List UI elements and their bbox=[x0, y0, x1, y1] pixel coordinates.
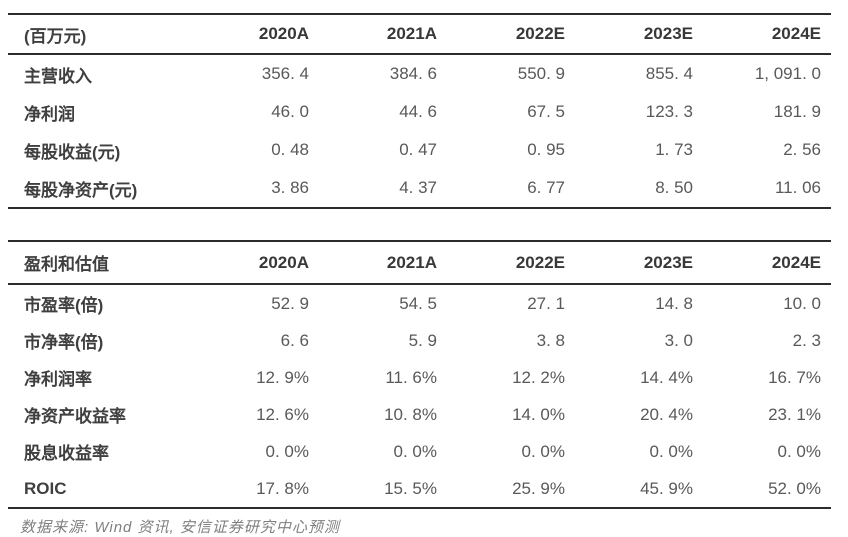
cell-value: 6. 6 bbox=[280, 330, 309, 350]
cell-value: 10. 0 bbox=[783, 293, 821, 313]
cell-value: 4. 37 bbox=[399, 178, 437, 197]
table-row-eps: 每股收益(元) 0. 48 0. 47 0. 95 1. 73 2. 56 bbox=[8, 131, 831, 169]
cell-value: 0. 95 bbox=[527, 140, 565, 159]
column-header-2022e: 2022E bbox=[515, 24, 565, 43]
cell-value: 1. 73 bbox=[655, 140, 693, 159]
cell-value: 3. 0 bbox=[664, 330, 693, 350]
column-header-2020a: 2020A bbox=[258, 252, 309, 272]
cell-value: 10. 8% bbox=[384, 404, 437, 424]
cell-value: 27. 1 bbox=[527, 293, 565, 313]
cell-value: 0. 48 bbox=[271, 140, 309, 159]
cell-value: 5. 9 bbox=[408, 330, 437, 350]
cell-value: 2. 3 bbox=[792, 330, 821, 350]
cell-value: 855. 4 bbox=[645, 64, 693, 83]
cell-value: 67. 5 bbox=[527, 102, 565, 121]
cell-value: 0. 47 bbox=[399, 140, 437, 159]
table-row-net-profit: 净利润 46. 0 44. 6 67. 5 123. 3 181. 9 bbox=[8, 93, 831, 131]
valuation-title: 盈利和估值 bbox=[24, 255, 109, 274]
row-label-bvps: 每股净资产(元) bbox=[24, 180, 138, 200]
cell-value: 3. 86 bbox=[271, 178, 309, 197]
row-label-net-margin: 净利润率 bbox=[24, 370, 92, 389]
cell-value: 550. 9 bbox=[517, 64, 565, 83]
table-row-pb: 市净率(倍) 6. 6 5. 9 3. 8 3. 0 2. 3 bbox=[8, 322, 831, 359]
cell-value: 3. 8 bbox=[536, 330, 565, 350]
cell-value: 0. 0% bbox=[777, 441, 821, 461]
valuation-header-row: 盈利和估值 2020A 2021A 2022E 2023E 2024E bbox=[8, 241, 831, 284]
cell-value: 14. 4% bbox=[640, 367, 693, 387]
column-header-2021a: 2021A bbox=[386, 252, 437, 272]
cell-value: 2. 56 bbox=[783, 140, 821, 159]
cell-value: 356. 4 bbox=[261, 64, 309, 83]
table-row-roe: 净资产收益率 12. 6% 10. 8% 14. 0% 20. 4% 23. 1… bbox=[8, 396, 831, 433]
table-row-bvps: 每股净资产(元) 3. 86 4. 37 6. 77 8. 50 11. 06 bbox=[8, 169, 831, 208]
cell-value: 0. 0% bbox=[649, 441, 693, 461]
cell-value: 14. 0% bbox=[512, 404, 565, 424]
column-header-2021a: 2021A bbox=[386, 24, 437, 43]
cell-value: 45. 9% bbox=[640, 478, 693, 498]
column-header-2024e: 2024E bbox=[771, 24, 821, 43]
cell-value: 52. 9 bbox=[271, 293, 309, 313]
cell-value: 181. 9 bbox=[773, 102, 821, 121]
cell-value: 0. 0% bbox=[265, 441, 309, 461]
cell-value: 23. 1% bbox=[768, 404, 821, 424]
cell-value: 8. 50 bbox=[655, 178, 693, 197]
cell-value: 1, 091. 0 bbox=[754, 64, 821, 83]
cell-value: 17. 8% bbox=[256, 478, 309, 498]
table-row-roic: ROIC 17. 8% 15. 5% 25. 9% 45. 9% 52. 0% bbox=[8, 470, 831, 508]
column-header-2022e: 2022E bbox=[515, 252, 565, 272]
table-gap bbox=[8, 209, 831, 240]
cell-value: 44. 6 bbox=[399, 102, 437, 121]
column-header-2023e: 2023E bbox=[643, 24, 693, 43]
cell-value: 123. 3 bbox=[645, 102, 693, 121]
cell-value: 11. 06 bbox=[774, 178, 821, 197]
table-row-revenue: 主营收入 356. 4 384. 6 550. 9 855. 4 1, 091.… bbox=[8, 54, 831, 93]
table-row-net-margin: 净利润率 12. 9% 11. 6% 12. 2% 14. 4% 16. 7% bbox=[8, 359, 831, 396]
financials-table: (百万元) 2020A 2021A 2022E 2023E 2024E 主营收入… bbox=[8, 13, 831, 209]
row-label-revenue: 主营收入 bbox=[24, 66, 92, 86]
cell-value: 14. 8 bbox=[655, 293, 693, 313]
financials-header-row: (百万元) 2020A 2021A 2022E 2023E 2024E bbox=[8, 14, 831, 54]
row-label-roe: 净资产收益率 bbox=[24, 407, 126, 426]
cell-value: 20. 4% bbox=[640, 404, 693, 424]
unit-label: (百万元) bbox=[24, 26, 87, 46]
row-label-pb: 市净率(倍) bbox=[24, 333, 104, 352]
cell-value: 52. 0% bbox=[768, 478, 821, 498]
column-header-2024e: 2024E bbox=[771, 252, 821, 272]
row-label-eps: 每股收益(元) bbox=[24, 142, 121, 162]
row-label-dividend-yield: 股息收益率 bbox=[24, 444, 109, 463]
cell-value: 15. 5% bbox=[384, 478, 437, 498]
table-row-pe: 市盈率(倍) 52. 9 54. 5 27. 1 14. 8 10. 0 bbox=[8, 284, 831, 322]
row-label-net-profit: 净利润 bbox=[24, 104, 75, 124]
table-row-dividend-yield: 股息收益率 0. 0% 0. 0% 0. 0% 0. 0% 0. 0% bbox=[8, 433, 831, 470]
cell-value: 12. 9% bbox=[256, 367, 309, 387]
column-header-2020a: 2020A bbox=[258, 24, 309, 43]
cell-value: 25. 9% bbox=[512, 478, 565, 498]
cell-value: 384. 6 bbox=[389, 64, 437, 83]
cell-value: 16. 7% bbox=[768, 367, 821, 387]
row-label-pe: 市盈率(倍) bbox=[24, 296, 104, 315]
cell-value: 0. 0% bbox=[393, 441, 437, 461]
cell-value: 12. 2% bbox=[512, 367, 565, 387]
cell-value: 0. 0% bbox=[521, 441, 565, 461]
valuation-table: 盈利和估值 2020A 2021A 2022E 2023E 2024E 市盈率(… bbox=[8, 240, 831, 509]
column-header-2023e: 2023E bbox=[643, 252, 693, 272]
cell-value: 11. 6% bbox=[385, 367, 437, 387]
cell-value: 6. 77 bbox=[527, 178, 565, 197]
cell-value: 46. 0 bbox=[271, 102, 309, 121]
cell-value: 12. 6% bbox=[256, 404, 309, 424]
data-source-note: 数据来源: Wind 资讯, 安信证券研究中心预测 bbox=[20, 519, 340, 536]
cell-value: 54. 5 bbox=[399, 293, 437, 313]
row-label-roic: ROIC bbox=[24, 478, 67, 498]
